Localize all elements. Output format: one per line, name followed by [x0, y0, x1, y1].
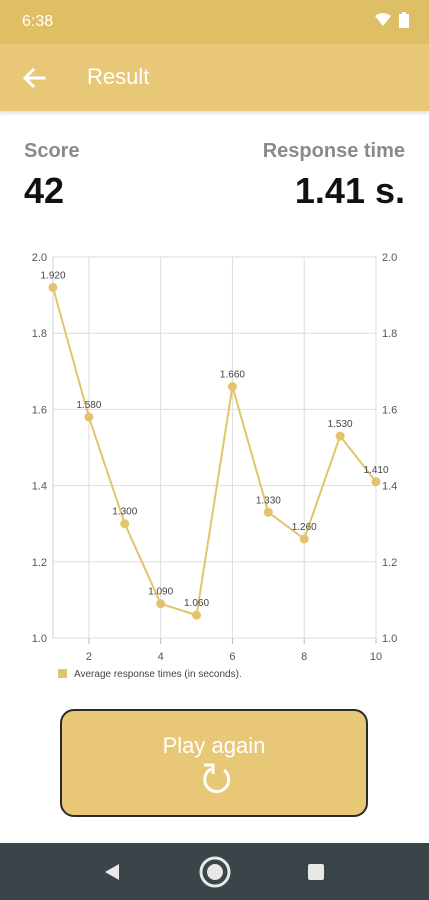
chart-data-label: 1.410 [363, 465, 388, 476]
chart-y-tick-label-left: 1.2 [32, 557, 47, 569]
status-bar: 6:38 [0, 0, 429, 44]
chart-data-label: 1.090 [148, 587, 173, 598]
chart-y-tick-label-right: 2.0 [382, 252, 397, 264]
nav-home-icon[interactable] [198, 855, 232, 889]
chart-data-label: 1.920 [40, 270, 65, 281]
play-again-label: Play again [162, 733, 266, 758]
chart-legend-swatch [58, 669, 67, 678]
chart-series-line [52, 287, 377, 617]
system-nav-bar [0, 843, 429, 900]
response-time-value: 1.41 s. [294, 170, 405, 211]
chart-y-tick-label-left: 1.0 [32, 633, 47, 645]
chart-y-tick-label-left: 2.0 [32, 252, 47, 264]
chart-data-label: 1.330 [256, 495, 281, 506]
chart-data-label: 1.300 [112, 507, 137, 518]
status-icons [375, 12, 409, 28]
chart-x-tick-label: 10 [370, 651, 382, 663]
chart-data-point [156, 599, 166, 609]
chart-data-label: 1.260 [292, 522, 317, 533]
chart-y-tick-label-left: 1.6 [32, 404, 47, 416]
nav-back-icon[interactable] [103, 863, 121, 881]
chart-data-label: 1.060 [184, 598, 209, 609]
chart-legend-label: Average response times (in seconds). [74, 669, 242, 680]
play-again-button[interactable]: Play again [60, 709, 368, 817]
chart-data-label: 1.660 [220, 370, 245, 381]
chart-data-point [120, 519, 130, 529]
score-value: 42 [24, 170, 65, 211]
chart-data-label: 1.530 [328, 419, 353, 430]
nav-recents-icon[interactable] [307, 863, 325, 881]
page-title: Result [87, 64, 150, 89]
chart-y-tick-label-right: 1.8 [382, 328, 397, 340]
score-label: Score [24, 140, 80, 162]
chart-x-tick-label: 4 [158, 651, 164, 663]
chart-y-tick-label-right: 1.0 [382, 633, 397, 645]
chart-data-point [335, 431, 345, 441]
chart-y-tick-label-right: 1.6 [382, 404, 397, 416]
chart-data-point [227, 382, 237, 392]
chart-data-point [84, 412, 94, 422]
chart-data-point [48, 282, 58, 292]
back-arrow-icon[interactable] [18, 62, 50, 94]
chart-data-point [192, 610, 202, 620]
response-time-label: Response time [262, 140, 405, 162]
chart-data-point [299, 534, 309, 544]
chart-x-tick-label: 2 [86, 651, 92, 663]
chart-y-tick-label-right: 1.4 [382, 481, 397, 493]
replay-icon [203, 763, 231, 794]
chart-x-tick-label: 6 [229, 651, 235, 663]
chart-x-tick-label: 8 [301, 651, 307, 663]
battery-icon [399, 12, 409, 28]
chart-plot-frame [52, 256, 377, 639]
status-time: 6:38 [22, 13, 54, 30]
chart-data-point [371, 477, 381, 487]
chart-data-label: 1.580 [76, 400, 101, 411]
wifi-icon [375, 13, 391, 26]
chart-y-tick-label-left: 1.8 [32, 328, 47, 340]
chart-y-tick-label-left: 1.4 [32, 481, 47, 493]
chart-y-tick-label-right: 1.2 [382, 557, 397, 569]
response-time-chart: 1.0 1.0 1.2 1.2 1.4 1.4 1.6 1.6 1.8 1.8 2.0 2.0 2 4 6 8… [32, 252, 398, 680]
app-bar: Result [0, 44, 429, 111]
chart-data-point [263, 507, 273, 517]
